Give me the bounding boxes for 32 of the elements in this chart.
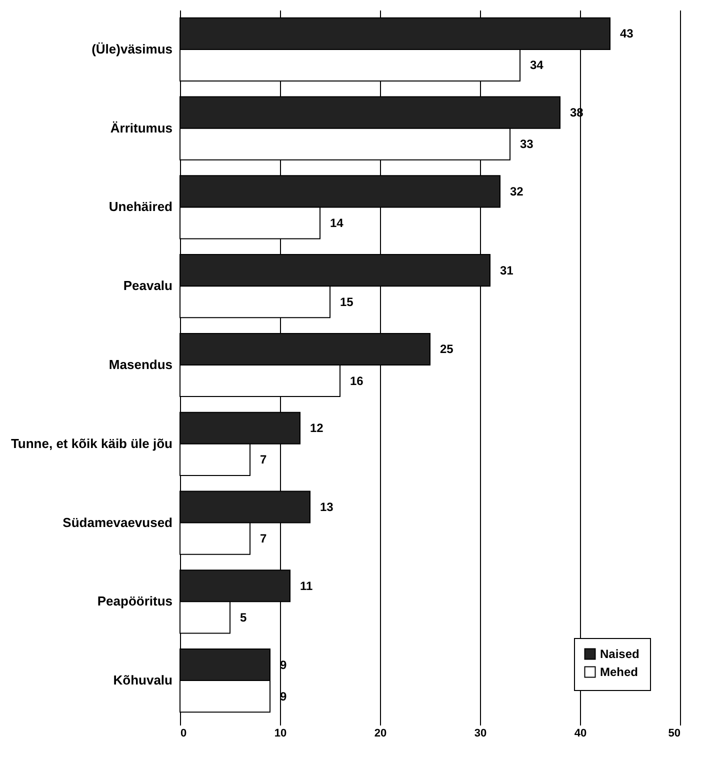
data-label: 7 (260, 452, 267, 467)
data-label: 5 (240, 610, 247, 624)
legend-label: Mehed (600, 665, 638, 679)
data-label: 16 (350, 374, 364, 388)
data-label: 11 (300, 578, 314, 593)
data-label: 33 (520, 137, 534, 152)
data-label: 43 (620, 26, 634, 41)
data-label: 15 (340, 294, 354, 309)
y-tick-label: Südamevaevused (62, 514, 173, 530)
x-tick-label: 20 (374, 728, 387, 740)
x-tick-label: 0 (180, 728, 187, 740)
x-tick-label: 10 (274, 728, 287, 740)
y-tick-label: Peapööritus (97, 594, 172, 609)
data-label: 13 (320, 500, 334, 514)
y-tick-label: Ärritumus (110, 120, 172, 136)
y-tick-label: (Üle)väsimus (92, 41, 172, 56)
y-tick-label: Unehäired (108, 199, 173, 214)
x-tick-label: 30 (474, 728, 487, 740)
y-tick-label: Peavalu (123, 278, 173, 294)
data-label: 12 (310, 421, 324, 436)
y-tick-label: Tunne, et kõik käib üle jõu (10, 436, 173, 451)
data-label: 34 (530, 58, 544, 72)
data-label: 31 (500, 263, 514, 278)
data-label: 14 (330, 216, 344, 230)
x-tick-label: 50 (668, 728, 680, 740)
y-tick-label: Kõhuvalu (113, 672, 173, 688)
legend-label: Naised (600, 647, 640, 661)
x-tick-label: 40 (574, 728, 587, 740)
data-label: 25 (440, 342, 454, 356)
y-tick-label: Masendus (108, 357, 172, 372)
data-label: 7 (260, 532, 267, 546)
data-label: 32 (510, 184, 524, 198)
